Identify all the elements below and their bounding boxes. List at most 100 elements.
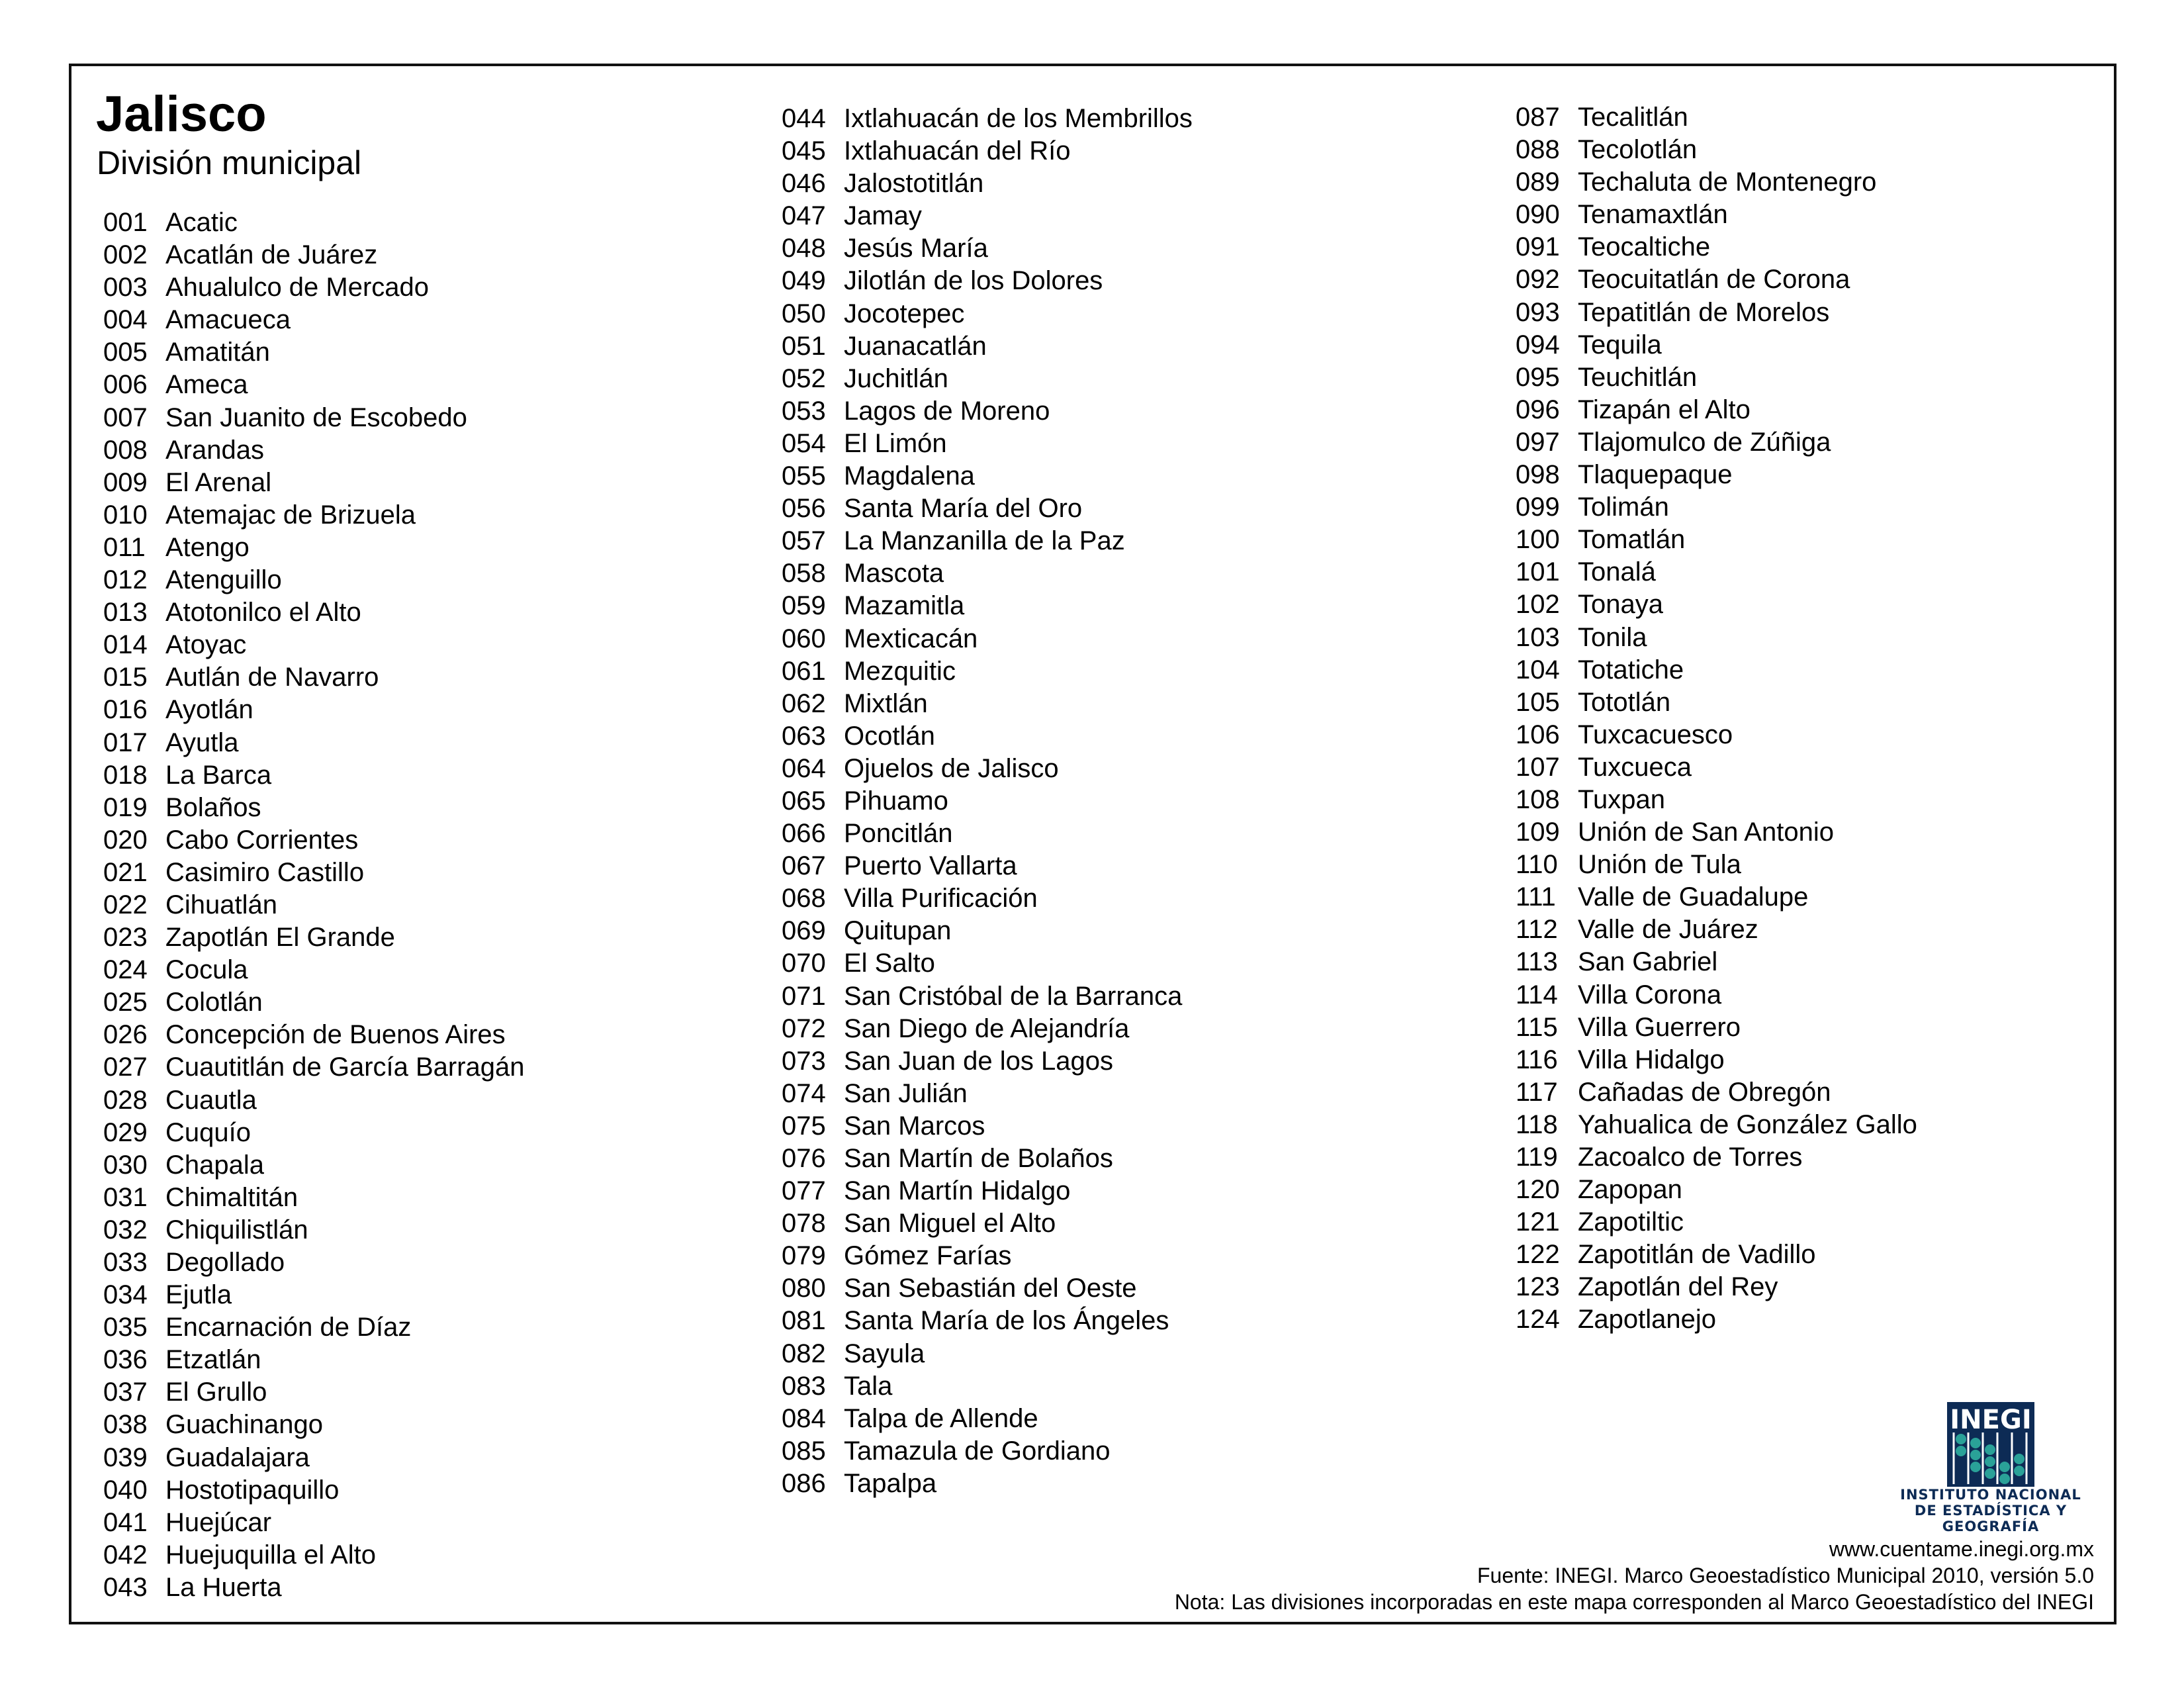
municipality-code: 095: [1516, 362, 1560, 392]
municipality-name: Pihuamo: [844, 786, 948, 816]
municipality-code: 117: [1516, 1077, 1558, 1107]
municipality-code: 094: [1516, 330, 1560, 359]
municipality-code: 065: [782, 786, 826, 816]
municipality-name: Jamay: [844, 201, 922, 231]
municipality-code: 030: [103, 1150, 148, 1180]
municipality-code: 046: [782, 169, 826, 199]
municipality-code: 054: [782, 428, 826, 458]
municipality-name: Puerto Vallarta: [844, 851, 1017, 881]
municipality-name: Tamazula de Gordiano: [844, 1436, 1111, 1466]
footer-url: www.cuentame.inegi.org.mx: [1829, 1537, 2094, 1561]
municipality-name: Zapotlán El Grande: [165, 923, 395, 953]
municipality-code: 016: [103, 695, 148, 725]
municipality-name: Ocotlán: [844, 721, 935, 751]
municipality-code: 071: [782, 981, 826, 1011]
municipality-name: Poncitlán: [844, 819, 953, 849]
municipality-code: 075: [782, 1111, 826, 1141]
municipality-name: El Grullo: [165, 1378, 267, 1407]
municipality-name: Chapala: [165, 1150, 265, 1180]
municipality-code: 043: [103, 1572, 148, 1602]
municipality-name: Lagos de Moreno: [844, 396, 1050, 426]
municipality-code: 101: [1516, 557, 1560, 587]
municipality-name: Mazamitla: [844, 591, 965, 621]
municipality-name: Zapotitlán de Vadillo: [1578, 1240, 1816, 1270]
municipality-code: 074: [782, 1078, 826, 1108]
municipality-code: 068: [782, 884, 826, 914]
municipality-name: San Julián: [844, 1078, 968, 1108]
municipality-name: Tomatlán: [1578, 525, 1686, 555]
municipality-name: Mascota: [844, 559, 944, 588]
municipality-name: San Martín de Bolaños: [844, 1144, 1113, 1173]
municipality-code: 107: [1516, 752, 1560, 782]
municipality-code: 021: [103, 857, 148, 887]
municipality-code: 097: [1516, 427, 1560, 457]
municipality-name: Cuquío: [165, 1117, 251, 1147]
municipality-code: 066: [782, 819, 826, 849]
municipality-name: Santa María del Oro: [844, 494, 1083, 524]
municipality-code: 052: [782, 363, 826, 393]
municipality-code: 106: [1516, 720, 1560, 749]
municipality-code: 014: [103, 630, 148, 660]
municipality-name: Tecalitlán: [1578, 103, 1688, 132]
municipality-code: 059: [782, 591, 826, 621]
municipality-name: Mexticacán: [844, 624, 978, 653]
municipality-code: 072: [782, 1013, 826, 1043]
municipality-code: 050: [782, 299, 826, 328]
municipality-name: Jocotepec: [844, 299, 965, 328]
municipality-code: 020: [103, 825, 148, 855]
municipality-code: 102: [1516, 590, 1560, 620]
municipality-name: Tecolotlán: [1578, 135, 1698, 165]
logo-line-1: INSTITUTO NACIONAL: [1900, 1487, 2081, 1503]
municipality-name: Amatitán: [165, 338, 270, 367]
municipality-code: 018: [103, 760, 148, 790]
municipality-name: Tlajomulco de Zúñiga: [1578, 427, 1831, 457]
municipality-name: Chiquilistlán: [165, 1215, 308, 1244]
logo-line-2: DE ESTADÍSTICA Y GEOGRAFÍA: [1914, 1503, 2068, 1534]
municipality-name: Ojuelos de Jalisco: [844, 753, 1059, 783]
municipality-code: 118: [1516, 1109, 1558, 1139]
municipality-code: 047: [782, 201, 826, 231]
municipality-code: 023: [103, 923, 148, 953]
municipality-code: 057: [782, 526, 826, 556]
municipality-name: San Marcos: [844, 1111, 985, 1141]
municipality-name: Tonaya: [1578, 590, 1663, 620]
municipality-name: Arandas: [165, 435, 264, 465]
municipality-code: 113: [1516, 947, 1558, 977]
municipality-code: 105: [1516, 687, 1560, 717]
municipality-name: Casimiro Castillo: [165, 857, 365, 887]
municipality-name: Zapopan: [1578, 1175, 1682, 1205]
municipality-code: 005: [103, 338, 148, 367]
municipality-code: 022: [103, 890, 148, 919]
municipality-name: El Arenal: [165, 467, 272, 497]
municipality-code: 015: [103, 663, 148, 692]
municipality-code: 011: [103, 532, 146, 562]
municipality-name: El Salto: [844, 949, 935, 978]
municipality-name: Atenguillo: [165, 565, 282, 595]
municipality-name: Teuchitlán: [1578, 362, 1698, 392]
municipality-code: 038: [103, 1410, 148, 1440]
municipality-code: 109: [1516, 818, 1560, 847]
municipality-name: Bolaños: [165, 792, 261, 822]
municipality-name: Mezquitic: [844, 656, 956, 686]
municipality-name: Autlán de Navarro: [165, 663, 379, 692]
municipality-name: Unión de Tula: [1578, 850, 1741, 880]
municipality-name: Cuautitlán de García Barragán: [165, 1053, 525, 1082]
municipality-name: San Diego de Alejandría: [844, 1013, 1130, 1043]
municipality-name: Tonalá: [1578, 557, 1656, 587]
municipality-code: 114: [1516, 980, 1558, 1009]
municipality-code: 026: [103, 1020, 148, 1050]
municipality-name: Encarnación de Díaz: [165, 1313, 412, 1342]
municipality-name: Tepatitlán de Morelos: [1578, 297, 1830, 327]
municipality-code: 031: [103, 1182, 148, 1212]
municipality-name: Chimaltitán: [165, 1182, 298, 1212]
municipality-code: 104: [1516, 655, 1560, 684]
municipality-code: 013: [103, 598, 148, 628]
svg-text:INEGI: INEGI: [1950, 1405, 2031, 1435]
municipality-name: Villa Purificación: [844, 884, 1038, 914]
municipality-code: 006: [103, 370, 148, 400]
municipality-code: 019: [103, 792, 148, 822]
municipality-code: 077: [782, 1176, 826, 1206]
municipality-name: Degollado: [165, 1248, 285, 1277]
municipality-code: 044: [782, 104, 826, 133]
municipality-name: Unión de San Antonio: [1578, 818, 1834, 847]
